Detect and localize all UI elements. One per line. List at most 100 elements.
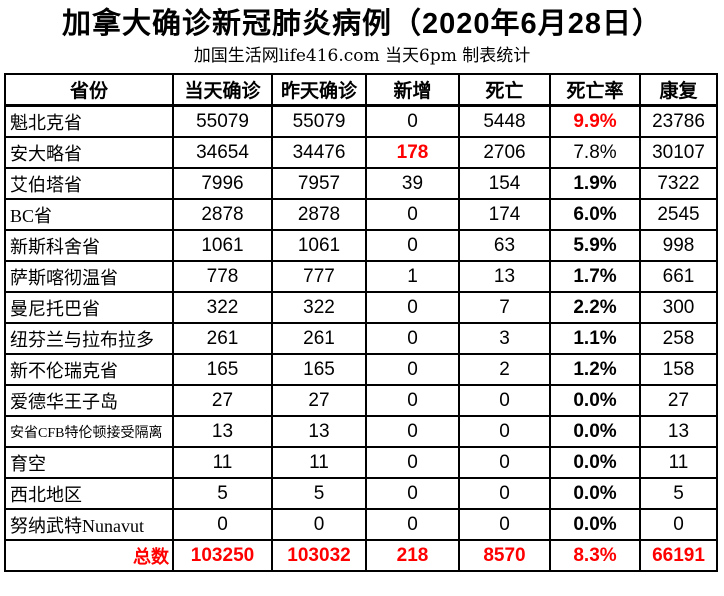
value-cell: 13 [458,260,551,293]
value-cell: 8.3% [549,539,641,572]
province-cell: 曼尼托巴省 [4,291,174,324]
value-cell: 27 [271,384,367,417]
table-row: 安省CFB特伦顿接受隔离 13 13 0 0 0.0% 13 [4,415,718,448]
province-cell: 努纳武特Nunavut [4,508,174,541]
value-cell: 7957 [271,167,367,200]
province-cell: 西北地区 [4,477,174,510]
value-cell: 3 [458,322,551,355]
value-cell: 63 [458,229,551,262]
value-cell: 13 [639,415,718,448]
page-title: 加拿大确诊新冠肺炎病例（2020年6月28日） [62,8,662,40]
value-cell: 2878 [271,198,367,231]
value-cell: 0 [365,104,460,138]
table-row: 艾伯塔省 7996 7957 39 154 1.9% 7322 [4,167,718,200]
value-cell: 1061 [271,229,367,262]
table-row: 曼尼托巴省 322 322 0 7 2.2% 300 [4,291,718,324]
value-cell: 0 [458,384,551,417]
table-row: 育空 11 11 0 0 0.0% 11 [4,446,718,479]
value-cell: 27 [172,384,273,417]
value-cell: 7322 [639,167,718,200]
value-cell: 0 [639,508,718,541]
value-cell: 0.0% [549,477,641,510]
value-cell: 5 [271,477,367,510]
value-cell: 0 [365,415,460,448]
column-header-4: 死亡 [458,73,551,107]
table-row: 努纳武特Nunavut 0 0 0 0 0.0% 0 [4,508,718,541]
value-cell: 178 [365,136,460,169]
value-cell: 2706 [458,136,551,169]
value-cell: 0 [172,508,273,541]
table-row: 新斯科舍省 1061 1061 0 63 5.9% 998 [4,229,718,262]
total-label-cell: 总数 [4,539,174,572]
value-cell: 0 [458,477,551,510]
value-cell: 2878 [172,198,273,231]
table-row: 安大略省 34654 34476 178 2706 7.8% 30107 [4,136,718,169]
value-cell: 0 [365,353,460,386]
value-cell: 1.9% [549,167,641,200]
value-cell: 13 [271,415,367,448]
value-cell: 218 [365,539,460,572]
column-header-3: 新增 [365,73,460,107]
value-cell: 2.2% [549,291,641,324]
value-cell: 8570 [458,539,551,572]
value-cell: 66191 [639,539,718,572]
value-cell: 23786 [639,104,718,138]
value-cell: 11 [271,446,367,479]
value-cell: 154 [458,167,551,200]
value-cell: 1.1% [549,322,641,355]
value-cell: 0 [458,508,551,541]
value-cell: 5 [639,477,718,510]
province-cell: 育空 [4,446,174,479]
page: 加拿大确诊新冠肺炎病例（2020年6月28日） 加国生活网life416.com… [0,6,724,572]
value-cell: 0.0% [549,446,641,479]
value-cell: 34476 [271,136,367,169]
value-cell: 0 [365,198,460,231]
value-cell: 158 [639,353,718,386]
value-cell: 7.8% [549,136,641,169]
value-cell: 1 [365,260,460,293]
province-cell: BC省 [4,198,174,231]
value-cell: 5 [172,477,273,510]
value-cell: 1.7% [549,260,641,293]
value-cell: 55079 [271,104,367,138]
value-cell: 7 [458,291,551,324]
covid-stats-table: 省份 当天确诊 昨天确诊 新增 死亡 死亡率 康复 魁北克省 55079 55079 0 5448 9… [4,73,718,572]
value-cell: 322 [271,291,367,324]
value-cell: 261 [172,322,273,355]
value-cell: 165 [172,353,273,386]
value-cell: 778 [172,260,273,293]
value-cell: 6.0% [549,198,641,231]
value-cell: 34654 [172,136,273,169]
value-cell: 661 [639,260,718,293]
province-cell: 安省CFB特伦顿接受隔离 [4,415,174,448]
value-cell: 0 [365,229,460,262]
value-cell: 165 [271,353,367,386]
value-cell: 0 [365,384,460,417]
value-cell: 7996 [172,167,273,200]
value-cell: 2545 [639,198,718,231]
value-cell: 55079 [172,104,273,138]
total-row: 总数 103250 103032 218 8570 8.3% 66191 [4,539,718,572]
value-cell: 1061 [172,229,273,262]
value-cell: 0.0% [549,415,641,448]
value-cell: 300 [639,291,718,324]
value-cell: 39 [365,167,460,200]
value-cell: 0 [458,446,551,479]
value-cell: 998 [639,229,718,262]
table-row: 萨斯喀彻温省 778 777 1 13 1.7% 661 [4,260,718,293]
column-header-5: 死亡率 [549,73,641,107]
value-cell: 27 [639,384,718,417]
value-cell: 0 [365,477,460,510]
province-cell: 安大略省 [4,136,174,169]
value-cell: 0.0% [549,384,641,417]
table-row: 新不伦瑞克省 165 165 0 2 1.2% 158 [4,353,718,386]
province-cell: 纽芬兰与拉布拉多 [4,322,174,355]
page-subtitle: 加国生活网life416.com 当天6pm 制表统计 [193,46,531,66]
province-cell: 萨斯喀彻温省 [4,260,174,293]
column-header-6: 康复 [639,73,718,107]
value-cell: 1.2% [549,353,641,386]
province-cell: 魁北克省 [4,104,174,138]
value-cell: 0 [365,291,460,324]
value-cell: 13 [172,415,273,448]
value-cell: 0 [365,446,460,479]
